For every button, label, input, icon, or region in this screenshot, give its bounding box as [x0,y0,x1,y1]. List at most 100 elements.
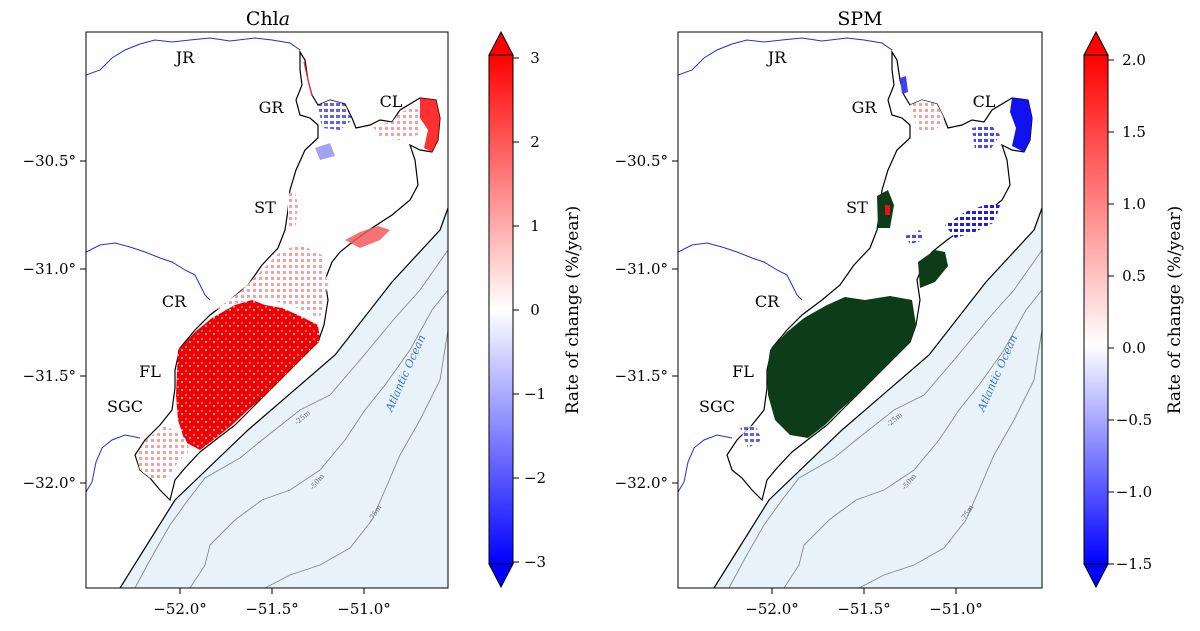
chla-ocean [120,208,448,588]
chla-map-panel: Chla -25m -50m -75m Atlantic Ocean [23,8,583,618]
chla-change-gr [318,100,352,130]
chla-contour-50m [189,289,448,588]
spm-label-st: ST [846,198,868,217]
chla-y-tick: −31.5° [23,367,76,385]
spm-colorbar-bar [1083,54,1109,565]
spm-y-tick: −30.5° [615,152,668,170]
chla-label-cl: CL [380,92,403,111]
chla-x-tick: −51.0° [337,600,390,618]
spm-st-red [885,205,890,215]
spm-cb-tick: 0.5 [1122,267,1146,285]
chla-change-st [288,188,298,228]
chla-change-cl2 [372,106,420,140]
chla-river-camaqua [86,242,211,301]
spm-label-cr: CR [755,292,780,311]
chla-coastline-ocean [119,207,448,588]
chla-frame [85,31,449,589]
spm-x-tick: −51.5° [837,600,890,618]
spm-label-cl: CL [973,92,996,111]
spm-x-axis: −52.0° −51.5° −51.0° [745,588,983,618]
spm-blue-mid [905,230,925,244]
spm-masked-south [767,296,916,438]
chla-contour-25m [134,249,448,588]
spm-cb-tick: 2.0 [1122,51,1146,69]
spm-masked-east [918,250,948,288]
spm-label-jr: JR [766,48,787,67]
chla-x-tick: −52.0° [153,600,206,618]
spm-map-panel: SPM -25m -50m -75m Atlantic Ocean [615,8,1185,618]
chla-change-river [303,61,313,97]
chla-label-jr: JR [174,48,195,67]
spm-ocean [714,208,1042,588]
chla-contour-75m [264,329,448,588]
spm-contour-75m [858,329,1042,588]
chla-y-tick: −31.0° [23,260,76,278]
spm-colorbar-label: Rate of change (%/year) [1165,206,1185,415]
chla-cb-tick: −2 [524,469,546,487]
spm-river-jacui [678,37,893,76]
spm-y-tick: −32.0° [615,474,668,492]
chla-x-axis: −52.0° −51.5° −51.0° [153,588,391,618]
chla-cb-tick: 2 [530,133,540,151]
chla-cb-tick: 3 [530,49,540,67]
spm-contour-25m [728,249,1042,588]
spm-colorbar-extend-max [1083,30,1109,56]
chla-label-fl: FL [139,362,161,381]
spm-y-axis: −30.5° −31.0° −31.5° −32.0° [615,152,678,492]
chla-change-gr2 [315,143,335,160]
chla-y-tick: −32.0° [23,474,76,492]
spm-frame [677,31,1043,589]
chla-change-mid [215,244,328,318]
spm-x-tick: −51.0° [929,600,982,618]
spm-colorbar-extend-min [1083,563,1109,589]
spm-blue-east [945,205,1000,238]
chla-x-tick: −51.5° [245,600,298,618]
chla-river-jacui [86,37,301,76]
chla-label-gr: GR [259,98,285,117]
chla-y-axis: −30.5° −31.0° −31.5° −32.0° [23,152,86,492]
chla-label-st: ST [254,198,276,217]
spm-y-tick: −31.5° [615,367,668,385]
chla-change-sgc [136,425,190,478]
chla-colorbar-extend-max [488,30,514,56]
spm-blue-gr [900,76,908,94]
chla-y-tick: −30.5° [23,152,76,170]
chla-colorbar-bar [488,54,514,565]
chla-label-cr: CR [162,292,187,311]
spm-river-sgc [678,434,733,493]
chla-cb-tick: −3 [524,553,546,571]
spm-colorbar: 2.0 1.5 1.0 0.5 0.0 −0.5 −1.0 −1.5 Rate … [1083,30,1185,589]
spm-cb-tick: −0.5 [1116,411,1152,429]
chla-cb-tick: −1 [524,385,546,403]
spm-x-tick: −52.0° [745,600,798,618]
spm-cb-tick: −1.5 [1116,555,1152,573]
spm-coastline-ocean [713,207,1042,588]
spm-contour-50m [783,289,1042,588]
spm-blue-cl [1010,98,1032,152]
chla-colorbar-extend-min [488,563,514,589]
spm-blue-sgc [740,425,762,448]
spm-label-fl: FL [732,362,754,381]
spm-cb-tick: 1.0 [1122,195,1146,213]
chla-change-south [176,300,320,450]
spm-blue-cl2 [972,124,1000,150]
spm-y-tick: −31.0° [615,260,668,278]
chla-title: Chla [246,8,290,30]
chla-colorbar: 3 2 1 0 −1 −2 −3 Rate of change (%/year) [488,30,583,589]
spm-cb-tick: 0.0 [1122,339,1146,357]
spm-label-sgc: SGC [699,397,735,416]
chla-change-east [345,226,390,248]
spm-river-camaqua [678,242,803,301]
chla-cb-tick: 1 [530,217,540,235]
chla-change-cl [420,98,440,152]
spm-cb-tick: −1.0 [1116,483,1152,501]
chla-cb-tick: 0 [530,301,540,319]
spm-cb-tick: 1.5 [1122,123,1146,141]
chla-river-sgc [86,434,141,493]
chla-label-sgc: SGC [107,397,143,416]
spm-title: SPM [837,8,882,30]
spm-label-gr: GR [852,98,878,117]
spm-red-gr [910,100,944,132]
chla-colorbar-label: Rate of change (%/year) [563,206,583,415]
